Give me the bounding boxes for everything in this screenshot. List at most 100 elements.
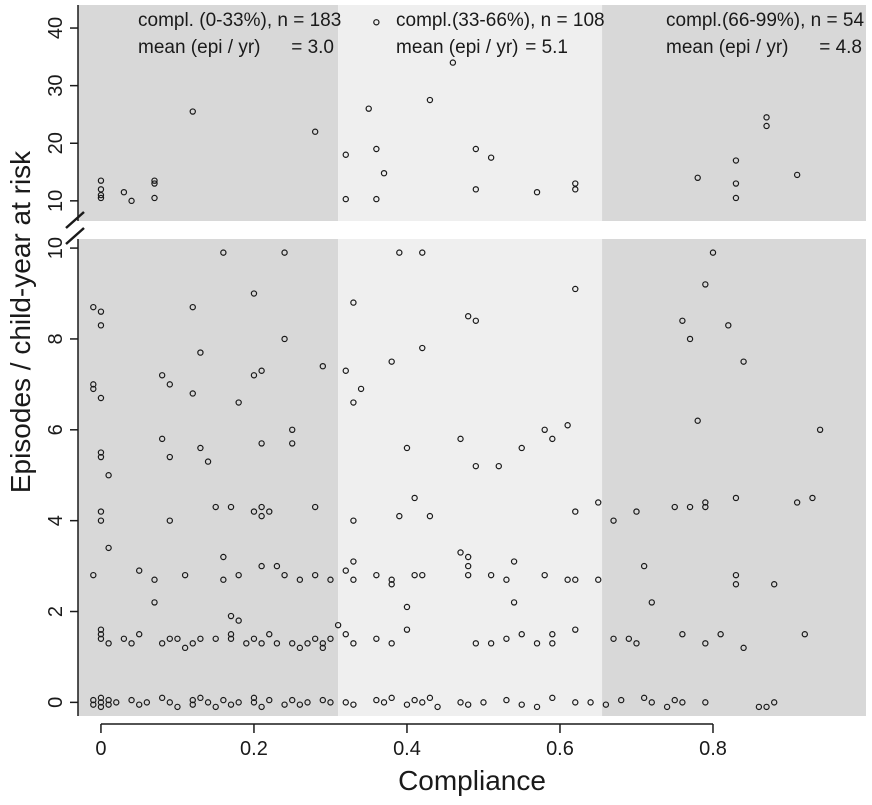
point-zero [518, 701, 525, 708]
point-zero [464, 701, 472, 708]
axis-break-mark [65, 227, 85, 245]
point-lower [595, 499, 602, 506]
point-zero [419, 699, 426, 706]
band-mean-value: = 4.8 [819, 37, 862, 58]
point-zero [648, 699, 655, 706]
point-zero [136, 701, 143, 708]
band-label-mean: mean (epi / yr) [138, 37, 260, 58]
point-lower [243, 640, 250, 647]
point-lower [158, 372, 166, 379]
point-upper [472, 186, 480, 193]
point-zero [388, 694, 395, 702]
point-zero [105, 701, 112, 708]
point-lower [319, 363, 327, 370]
point-zero [380, 699, 388, 706]
point-lower [97, 453, 105, 461]
point-lower [311, 571, 319, 579]
point-lower [97, 631, 105, 638]
point-lower [266, 631, 273, 638]
point-zero [572, 699, 579, 706]
point-upper [97, 194, 105, 202]
point-lower [189, 640, 196, 647]
point-lower [97, 308, 105, 315]
point-zero [373, 696, 380, 704]
point-lower [136, 567, 143, 574]
point-lower [166, 517, 174, 524]
point-lower [702, 503, 709, 511]
point-upper [151, 177, 158, 184]
point-lower [411, 571, 418, 579]
point-lower [671, 503, 678, 511]
point-lower [564, 576, 571, 583]
point-zero [143, 699, 151, 706]
point-zero [679, 699, 686, 706]
point-lower [220, 249, 227, 256]
point-lower [151, 576, 158, 583]
point-lower [105, 472, 112, 479]
point-lower [464, 571, 472, 579]
point-lower [388, 640, 395, 647]
point-lower [464, 313, 472, 320]
point-lower [472, 317, 480, 324]
point-zero [97, 703, 105, 711]
point-lower [419, 344, 426, 352]
point-lower [327, 635, 334, 642]
point-lower [342, 367, 349, 374]
point-lower [273, 562, 281, 570]
point-zero [128, 696, 135, 704]
point-lower [686, 335, 694, 343]
point-zero [113, 699, 120, 706]
point-lower [679, 631, 686, 638]
point-lower [457, 549, 464, 556]
y-tick-label-lower: 8 [45, 333, 67, 344]
point-zero [227, 701, 235, 708]
point-lower [311, 503, 319, 511]
point-lower [158, 435, 166, 443]
point-lower [403, 444, 411, 452]
point-lower [166, 635, 174, 642]
point-upper [373, 195, 380, 203]
band-upper-1 [338, 5, 603, 221]
point-lower [357, 385, 365, 393]
y-tick-label-upper: 10 [45, 190, 67, 212]
point-lower [572, 626, 579, 633]
band-mean-value: = 5.1 [525, 37, 568, 58]
point-lower [373, 635, 380, 642]
point-lower [350, 558, 357, 565]
y-axis-title: Episodes / child-year at risk [5, 150, 36, 493]
point-zero [663, 703, 671, 711]
point-upper [97, 191, 105, 199]
point-lower [518, 631, 525, 638]
point-lower [220, 576, 227, 583]
point-zero [503, 696, 510, 704]
point-lower [227, 631, 235, 638]
point-upper [487, 154, 495, 161]
point-lower [97, 394, 105, 402]
point-lower [189, 303, 196, 311]
point-upper [342, 195, 349, 203]
point-upper [342, 151, 349, 158]
point-lower [97, 449, 105, 456]
data-points [90, 19, 824, 711]
point-lower [97, 508, 105, 515]
point-lower [732, 581, 740, 588]
point-zero [319, 696, 327, 704]
x-tick-label: 0 [95, 738, 106, 760]
point-lower [227, 612, 235, 620]
point-lower [403, 603, 411, 611]
point-upper [763, 114, 770, 121]
x-tick-label: 0.8 [699, 738, 727, 760]
point-zero [250, 699, 258, 706]
point-lower [105, 544, 112, 552]
point-lower [90, 381, 97, 388]
band-label-mean: mean (epi / yr) [666, 37, 788, 58]
point-upper [120, 188, 128, 196]
point-lower [289, 426, 296, 433]
point-lower [610, 635, 617, 642]
point-upper [572, 186, 579, 193]
point-lower [457, 435, 464, 443]
point-zero [174, 703, 181, 711]
axis-break-mark [65, 211, 85, 229]
point-zero [90, 701, 97, 708]
